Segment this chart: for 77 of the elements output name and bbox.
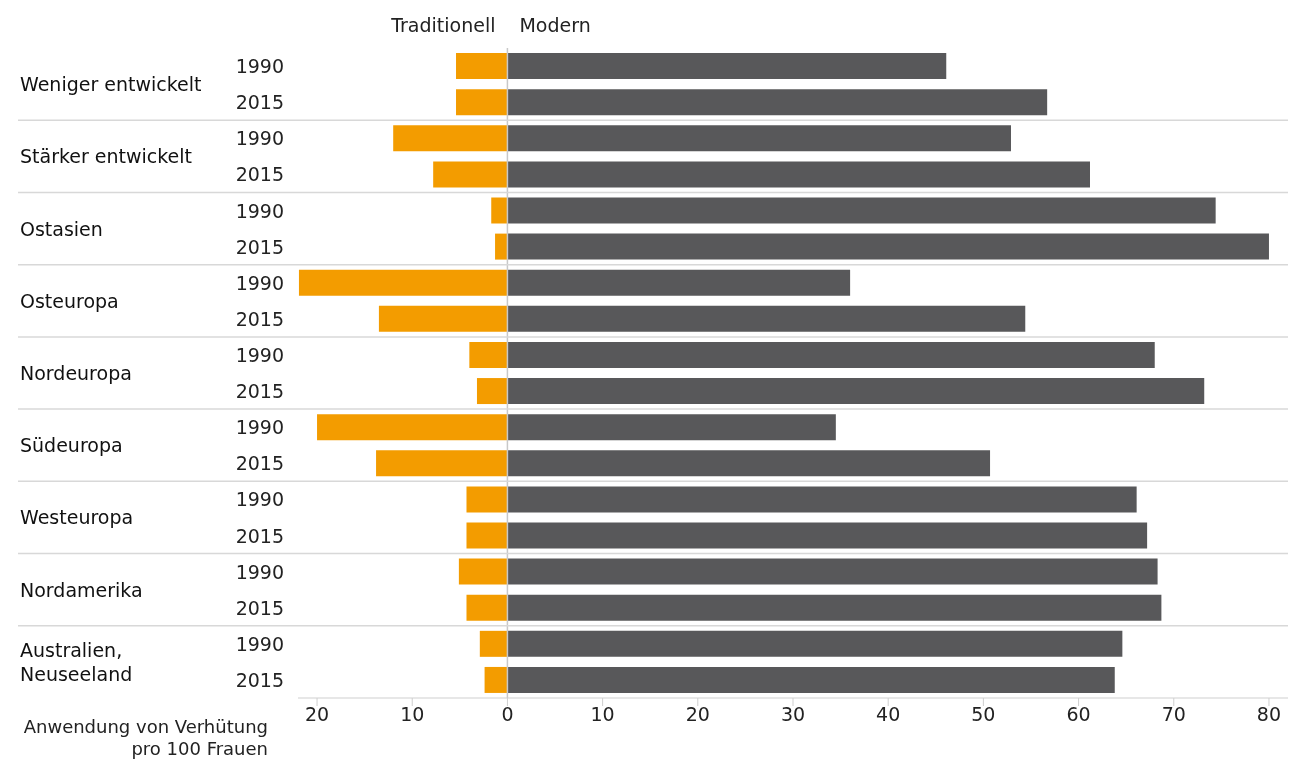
bar: [479, 630, 508, 657]
bar: [466, 522, 508, 549]
y-tick-label: 2015: [235, 307, 284, 330]
bar: [507, 125, 1011, 152]
y-tick-label: 1990: [235, 488, 284, 511]
bar: [469, 341, 508, 368]
y-tick-label: 2015: [235, 235, 284, 258]
text: Nordamerika: [20, 578, 143, 601]
x-tick-label: 20: [304, 703, 330, 726]
bar: [466, 594, 508, 621]
y-tick-label: 1990: [235, 127, 284, 150]
bar: [495, 233, 508, 260]
bar: [507, 305, 1026, 332]
x-tick-label: 80: [1256, 703, 1282, 726]
bar: [456, 89, 508, 116]
y-tick-label: 1990: [235, 416, 284, 439]
text: Südeuropa: [20, 434, 123, 457]
bar: [484, 666, 508, 693]
y-tick-label: 2015: [235, 452, 284, 475]
bar: [393, 125, 508, 152]
x-tick-label: 30: [780, 703, 806, 726]
x-tick-label: 10: [590, 703, 615, 726]
y-tick-label: 2015: [235, 380, 284, 403]
x-tick-label: 40: [876, 703, 901, 726]
bar: [507, 558, 1158, 585]
bar: [376, 450, 508, 477]
bar: [456, 53, 508, 80]
bar: [507, 414, 836, 441]
bar: [507, 522, 1148, 549]
y-tick-label: 1990: [235, 632, 284, 655]
x-tick-label: 20: [685, 703, 710, 726]
y-tick-label: 1990: [235, 343, 284, 366]
text: Osteuropa: [20, 289, 119, 312]
y-tick-label: 2015: [235, 668, 284, 691]
bar: [491, 197, 508, 224]
bar: [507, 161, 1090, 188]
bar: [507, 666, 1115, 693]
x-tick-label: 0: [501, 703, 514, 726]
y-tick-label: 2015: [235, 524, 284, 547]
y-tick-label: 2015: [235, 163, 284, 186]
bar: [433, 161, 508, 188]
bar: [507, 53, 947, 80]
y-tick-label: 1990: [235, 560, 284, 583]
text: Weniger entwickelt: [20, 73, 202, 96]
x-axis-title: Anwendung von Verhütung pro 100 Frauen: [22, 716, 268, 760]
bar: [507, 594, 1162, 621]
x-tick-label: 50: [971, 703, 996, 726]
bar: [507, 378, 1205, 405]
bar: [507, 450, 991, 477]
bar: [466, 486, 508, 513]
bar: [458, 558, 508, 585]
text: Nordeuropa: [20, 362, 132, 384]
x-tick-label: 70: [1161, 703, 1186, 726]
series-label: Traditionell: [391, 14, 496, 36]
x-tick-label: 10: [400, 703, 425, 726]
bar: [507, 197, 1216, 224]
bar: [507, 341, 1155, 368]
bar: [476, 378, 508, 405]
bar: [507, 89, 1048, 116]
bar: [317, 414, 508, 441]
x-tick-label: 60: [1066, 703, 1091, 726]
bar: [507, 269, 851, 296]
y-tick-label: 2015: [235, 91, 284, 114]
text: Stärker entwickelt: [20, 145, 193, 168]
series-label: Modern: [519, 14, 591, 36]
bar: [507, 486, 1137, 513]
y-tick-label: 1990: [235, 271, 284, 294]
text: Westeuropa: [20, 506, 134, 529]
y-tick-label: 2015: [235, 596, 284, 619]
bar: [507, 233, 1269, 260]
y-tick-label: 1990: [235, 55, 284, 78]
text: Ostasien: [20, 217, 103, 240]
text: Australien, Neuseeland: [20, 638, 133, 685]
bar: [298, 269, 508, 296]
y-tick-label: 1990: [235, 199, 284, 222]
bar: [378, 305, 508, 332]
bar: [507, 630, 1123, 657]
